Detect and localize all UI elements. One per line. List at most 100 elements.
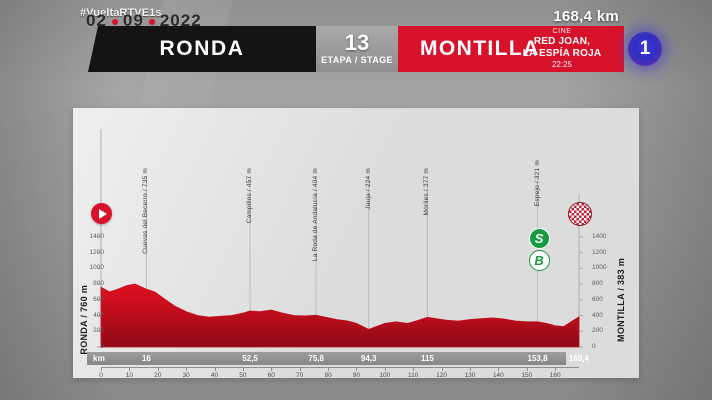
ruler-tick-label: 50 [239, 372, 247, 379]
y-tick-label: 0 [100, 343, 104, 350]
km-marker-strip: km 16 52,5 75,8 94,3 115 153,8 168,4 [87, 352, 589, 365]
y-tick-label: 600 [592, 295, 603, 303]
y-tick-label: 1400 [89, 232, 104, 240]
y-tick-label: 0 [592, 343, 596, 350]
y-tick-label: 200 [93, 327, 104, 335]
ruler-tick-label: 150 [521, 372, 533, 379]
play-triangle-icon [99, 208, 107, 219]
ruler-tick-label: 140 [492, 372, 504, 379]
y-tick-label: 200 [592, 327, 603, 335]
start-elevation-label: RONDA / 760 m [79, 285, 89, 355]
ruler-tick-label: 80 [324, 372, 332, 379]
town-label: La Roda de Andalucía / 404 m [312, 168, 320, 262]
ruler-tick [299, 367, 301, 371]
ruler-tick [214, 367, 216, 371]
finish-elevation-label: MONTILLA / 383 m [616, 258, 626, 342]
ruler-tick [498, 367, 500, 371]
ruler-tick-label: 60 [267, 372, 275, 379]
ruler-tick [413, 367, 415, 371]
bonification-badge-icon: B [528, 250, 550, 271]
km-marker-value: 94,3 [360, 354, 377, 363]
y-tick-label: 800 [592, 280, 603, 288]
total-distance-label: 168,4 km [553, 8, 619, 25]
ruler-tick-label: 90 [352, 372, 361, 379]
ruler-tick [101, 367, 102, 371]
ruler-tick [555, 367, 557, 371]
ruler-baseline [101, 367, 579, 368]
stage-number-block: 13 ETAPA / STAGE [316, 26, 398, 72]
ruler-tick-label: 70 [296, 372, 304, 379]
stage-number: 13 [344, 30, 370, 55]
date-separator-dot [111, 19, 118, 25]
date-separator-dot [148, 19, 155, 25]
finish-city-label: MONTILLA [420, 37, 540, 60]
km-marker-value: 16 [141, 354, 151, 363]
promo-kicker: CINE [552, 28, 572, 36]
ruler-tick-label: 160 [549, 372, 561, 379]
checkered-flag-icon [568, 202, 592, 226]
km-marker-value: 168,4 [568, 354, 590, 363]
ruler-tick [356, 367, 358, 371]
ruler-tick [186, 367, 188, 371]
promo-title-line1: RED JOAN, [533, 35, 591, 47]
town-label: Cuevas del Becerro / 735 m [142, 168, 150, 254]
promo-title-line2: LA ESPÍA ROJA [522, 48, 602, 60]
stage-caption: ETAPA / STAGE [321, 55, 393, 65]
promo-banner: CINE RED JOAN, LA ESPÍA ROJA 22:25 [508, 28, 616, 70]
ruler-tick [271, 367, 273, 371]
date-year: 2022 [159, 11, 202, 30]
y-tick-label: 1000 [89, 264, 104, 272]
promo-time: 22:25 [551, 60, 573, 70]
ruler-tick [328, 367, 330, 371]
broadcast-topline: #VueltaRTVE1s 02 09 2022 168,4 km [0, 0, 712, 30]
ruler-tick [242, 367, 244, 371]
town-label: Moriles / 377 m [423, 168, 431, 216]
y-tick-label: 1400 [592, 232, 607, 240]
km-axis-label: km [93, 354, 106, 363]
start-city-label: RONDA [159, 37, 245, 60]
ruler-tick-label: 20 [154, 372, 162, 379]
date-month: 09 [122, 11, 144, 30]
y-tick-label: 800 [93, 280, 104, 288]
ruler-tick-label: 0 [99, 372, 103, 379]
y-tick-label: 1200 [89, 248, 104, 256]
ruler-tick-label: 120 [436, 372, 448, 379]
y-tick-label: 600 [93, 295, 104, 303]
date-day: 02 [86, 11, 107, 30]
ruler-tick-label: 110 [408, 372, 419, 379]
km-marker-value: 75,8 [308, 354, 324, 363]
town-label: Jauja / 224 m [364, 168, 372, 210]
ruler-tick [526, 367, 528, 371]
ruler-tick [384, 367, 386, 371]
channel-logo-label: 1 [639, 38, 651, 59]
hashtag-label: #VueltaRTVE1s [80, 7, 162, 19]
km-marker-value: 52,5 [242, 354, 258, 363]
ruler-tick-label: 130 [464, 372, 476, 379]
start-city-block: RONDA [88, 26, 316, 72]
sprint-badge-icon: S [528, 228, 550, 249]
start-play-icon [91, 203, 112, 224]
broadcast-date: 02 09 2022 [86, 11, 202, 31]
km-marker-value: 115 [420, 354, 434, 363]
town-label: Espejo / 321 m [533, 160, 541, 207]
ruler-tick [470, 367, 471, 371]
y-tick-label: 1200 [592, 248, 607, 256]
ruler-tick-label: 100 [379, 372, 391, 379]
finish-city-block: MONTILLA CINE RED JOAN, LA ESPÍA ROJA 22… [398, 26, 624, 72]
y-tick-label: 1000 [592, 264, 607, 272]
town-label: Campillos / 457 m [246, 168, 254, 224]
stage-header-bar: RONDA 13 ETAPA / STAGE MONTILLA CINE RED… [88, 26, 624, 72]
ruler-tick [129, 367, 131, 371]
y-axis-right: 1400 1200 1000 800 600 400 200 0 [592, 229, 618, 350]
km-marker-value: 153,8 [527, 354, 548, 363]
distance-ruler: 0 10 20 30 40 50 60 70 80 90 100 110 120 130 140 150 160 [99, 367, 579, 383]
ruler-tick-label: 40 [210, 372, 219, 379]
ruler-tick-label: 30 [182, 372, 190, 379]
ruler-tick [441, 367, 443, 371]
ruler-tick [157, 367, 159, 371]
y-tick-label: 400 [592, 311, 603, 319]
ruler-tick-label: 10 [125, 372, 133, 379]
y-axis-left: 1400 1200 1000 800 600 400 200 0 [78, 229, 104, 350]
channel-logo-icon: 1 [628, 32, 662, 66]
